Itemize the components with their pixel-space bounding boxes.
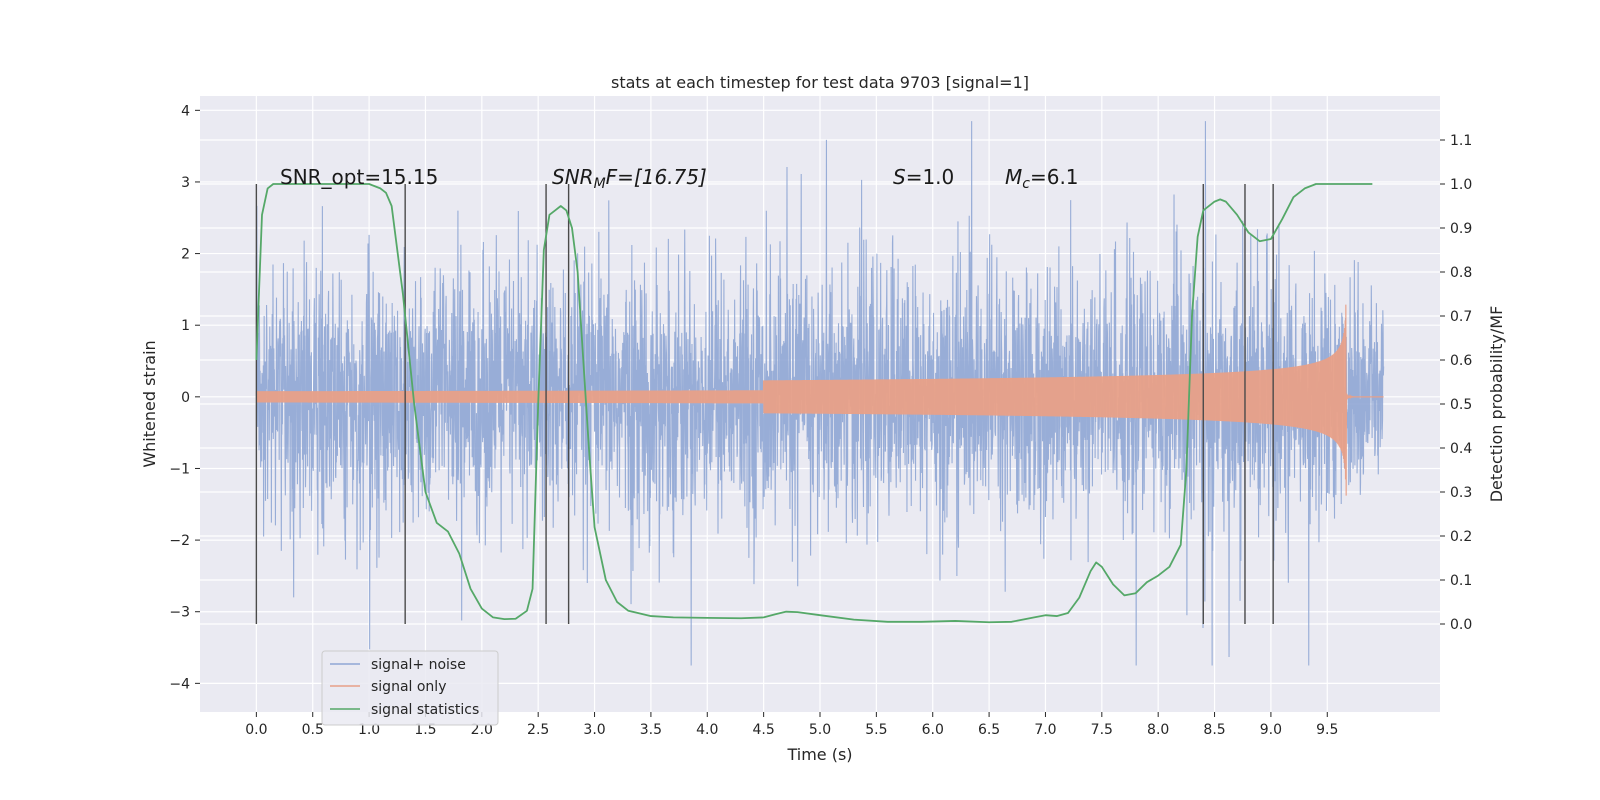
y-right-tick-label-10: 0.1 — [1450, 573, 1472, 589]
legend-label-signal-only: signal only — [371, 679, 446, 695]
annotation-mc-val: =6.1 — [1030, 165, 1079, 189]
x-tick-label-17: 8.5 — [1203, 722, 1225, 738]
y-right-tick-label-7: 0.4 — [1450, 441, 1472, 457]
x-tick-label-12: 6.0 — [922, 722, 944, 738]
x-tick-label-5: 2.5 — [527, 722, 549, 738]
y-right-tick-label-9: 0.2 — [1450, 529, 1472, 545]
vertical-markers — [255, 184, 1274, 624]
y-right-tick-label-6: 0.5 — [1450, 397, 1472, 413]
y-left-tick-label-4: 0 — [181, 390, 190, 406]
x-tick-label-7: 3.5 — [640, 722, 662, 738]
y-right-tick-label-8: 0.3 — [1450, 485, 1472, 501]
y-axis-left-ticks: 4 3 2 1 0 −1 −2 −3 −4 — [169, 103, 200, 692]
legend-label-signal-statistics: signal statistics — [371, 702, 479, 718]
y-left-tick-label-3: 1 — [181, 318, 190, 334]
x-tick-label-19: 9.5 — [1316, 722, 1338, 738]
y-left-tick-label-7: −3 — [169, 605, 190, 621]
x-tick-label-10: 5.0 — [809, 722, 831, 738]
series-signal-statistics — [255, 183, 1373, 624]
y-right-tick-label-11: 0.0 — [1450, 617, 1472, 633]
y-right-tick-label-2: 0.9 — [1450, 221, 1472, 237]
chart-title: stats at each timestep for test data 970… — [611, 73, 1029, 92]
annotation-snr-mf-sub: M — [594, 176, 606, 192]
y-right-tick-label-5: 0.6 — [1450, 353, 1472, 369]
y-axis-right-ticks: 1.1 1.0 0.9 0.8 0.7 0.6 0.5 0.4 0.3 0.2 0.1 0.0 — [1440, 133, 1472, 633]
x-axis-label: Time (s) — [786, 745, 852, 764]
x-tick-label-8: 4.0 — [696, 722, 718, 738]
x-tick-label-18: 9.0 — [1260, 722, 1282, 738]
x-tick-label-4: 2.0 — [471, 722, 493, 738]
y-left-tick-label-5: −1 — [169, 461, 190, 477]
x-tick-label-11: 5.5 — [865, 722, 887, 738]
x-tick-label-16: 8.0 — [1147, 722, 1169, 738]
legend: signal+ noise signal only signal statist… — [321, 650, 499, 726]
statistics-line — [255, 183, 1373, 624]
x-tick-label-3: 1.5 — [414, 722, 436, 738]
y-left-tick-label-8: −4 — [169, 676, 190, 692]
annotation-mc: Mc=6.1 — [1005, 165, 1079, 192]
annotation-snr-opt: SNR_opt=15.15 — [280, 165, 438, 189]
annotation-mc-var: M — [1005, 165, 1022, 189]
y-right-tick-label-4: 0.7 — [1450, 309, 1472, 325]
x-axis-ticks: 0.0 0.5 1.0 1.5 2.0 2.5 3.0 3.5 4.0 4.5 5.0 5.5 6.0 6… — [245, 712, 1338, 738]
y-right-tick-label-1: 1.0 — [1450, 177, 1472, 193]
y-axis-right-label: Detection probability/MF — [1487, 306, 1506, 503]
annotation-s: S=1.0 — [893, 165, 954, 189]
annotation-s-val: =1.0 — [906, 165, 955, 189]
y-left-tick-label-1: 3 — [181, 175, 190, 191]
x-tick-label-0: 0.0 — [245, 722, 267, 738]
x-tick-label-15: 7.5 — [1091, 722, 1113, 738]
annotation-snr-mf: SNRMF=[16.75] — [552, 165, 707, 192]
y-right-tick-label-0: 1.1 — [1450, 133, 1472, 149]
annotation-snr-mf-rest: F=[16.75] — [606, 165, 707, 189]
data-layer — [255, 121, 1385, 666]
annotation-mc-sub: c — [1022, 176, 1030, 192]
y-left-tick-label-2: 2 — [181, 247, 190, 263]
annotation-snr-mf-main: SNR — [552, 165, 594, 189]
series-signal-only — [255, 304, 1384, 496]
x-tick-label-1: 0.5 — [302, 722, 324, 738]
annotation-s-var: S — [893, 165, 906, 189]
y-left-tick-label-0: 4 — [181, 103, 190, 119]
y-right-tick-label-3: 0.8 — [1450, 265, 1472, 281]
legend-box — [321, 650, 499, 726]
y-left-tick-label-6: −2 — [169, 533, 190, 549]
y-axis-left-label: Whitened strain — [140, 340, 159, 467]
x-tick-label-14: 7.0 — [1034, 722, 1056, 738]
x-tick-label-13: 6.5 — [978, 722, 1000, 738]
x-tick-label-2: 1.0 — [358, 722, 380, 738]
chirp-line — [255, 304, 1384, 496]
x-tick-label-6: 3.0 — [583, 722, 605, 738]
x-tick-label-9: 4.5 — [753, 722, 775, 738]
legend-label-signal-noise: signal+ noise — [371, 657, 466, 673]
